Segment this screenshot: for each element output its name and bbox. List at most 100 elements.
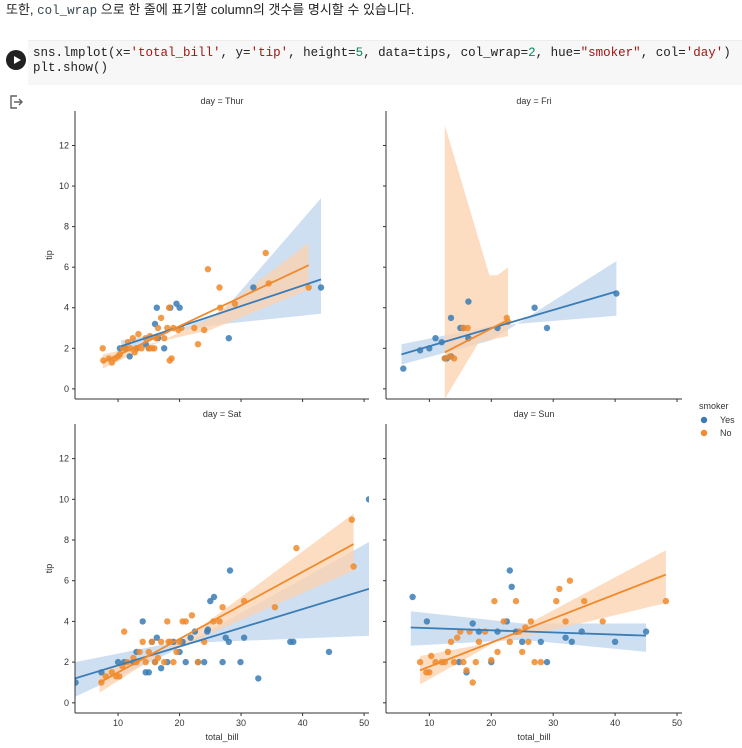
legend-title: smoker (699, 401, 729, 411)
data-point-no (188, 612, 196, 619)
data-point-no (454, 634, 461, 641)
data-point-yes (447, 314, 455, 322)
regression-line-yes (120, 278, 322, 348)
data-point-no (157, 638, 165, 645)
data-point-no (154, 324, 162, 332)
data-point-no (464, 324, 471, 332)
data-point-no (135, 330, 142, 338)
data-point-no (151, 345, 158, 352)
x-axis-label: total_bill (205, 732, 238, 742)
data-point-yes (543, 658, 551, 666)
facet-panel: day = Fri (383, 96, 682, 402)
data-point-no (662, 597, 670, 605)
play-circle-icon[interactable] (6, 50, 26, 70)
x-tick-label: 10 (113, 718, 123, 728)
data-point-no (116, 673, 123, 680)
data-point-yes (325, 648, 333, 656)
data-point-no (469, 679, 476, 686)
data-point-yes (469, 620, 476, 627)
data-point-yes (537, 638, 544, 645)
data-point-no (219, 604, 226, 611)
output-redirect-icon[interactable] (9, 95, 23, 109)
code-line-2: plt.show() (33, 61, 109, 75)
regression-line-no (444, 319, 509, 354)
data-point-yes (519, 638, 526, 645)
data-point-no (154, 654, 162, 662)
y-tick-label: 8 (64, 535, 69, 545)
intro-text-part1: 또한, (6, 2, 38, 17)
data-point-no (581, 597, 588, 605)
data-point-yes (642, 628, 650, 635)
data-point-no (293, 544, 300, 552)
data-point-yes (568, 638, 575, 645)
y-tick-label: 2 (64, 657, 69, 667)
x-tick-label: 50 (359, 718, 369, 728)
data-point-no (428, 652, 435, 660)
x-tick-label: 40 (298, 718, 308, 728)
data-point-no (271, 604, 279, 611)
x-axis-label: total_bill (517, 732, 550, 742)
data-point-no (450, 355, 458, 362)
confidence-band-no (102, 242, 309, 369)
data-point-yes (409, 593, 416, 601)
data-point-yes (432, 335, 439, 342)
data-point-yes (240, 634, 248, 641)
facet-title: day = Thur (200, 96, 243, 106)
data-point-yes (219, 658, 226, 666)
data-point-yes (423, 618, 431, 625)
data-point-no (121, 628, 128, 635)
intro-text: 또한, col_wrap 으로 한 줄에 표기할 column의 갯수를 명시할… (6, 1, 414, 20)
y-tick-label: 8 (64, 222, 69, 232)
facet-title: day = Sat (203, 409, 242, 419)
plot-area (75, 496, 369, 697)
x-tick-label: 30 (236, 718, 246, 728)
data-point-no (460, 658, 467, 666)
data-point-no (305, 284, 312, 291)
y-tick-label: 2 (64, 343, 69, 353)
code-editor[interactable]: sns.lmplot(x='total_bill', y='tip', heig… (33, 46, 731, 75)
data-point-yes (508, 583, 515, 590)
data-point-no (463, 667, 470, 674)
y-tick-label: 10 (59, 181, 69, 191)
facet-panel: day = Thur 0 2 4 6 8 10 12 tip (44, 96, 369, 402)
data-point-no (148, 638, 156, 645)
data-point-no (537, 658, 544, 666)
y-tick-label: 6 (64, 262, 69, 272)
data-point-yes (210, 593, 218, 601)
data-point-no (161, 658, 168, 666)
data-point-no (194, 658, 202, 666)
regression-line-yes (410, 626, 647, 637)
data-point-no (231, 300, 239, 307)
legend-marker-yes (700, 416, 708, 424)
data-point-yes (506, 567, 513, 574)
legend-marker-no (700, 429, 708, 437)
data-point-no (531, 658, 538, 666)
x-tick-label: 40 (610, 718, 620, 728)
plot-area (409, 550, 670, 686)
code-cell[interactable]: sns.lmplot(x='total_bill', y='tip', heig… (0, 40, 742, 86)
y-tick-label: 0 (64, 384, 69, 394)
confidence-band-yes (401, 261, 617, 365)
data-point-yes (145, 669, 152, 676)
data-point-no (138, 345, 145, 352)
data-point-yes (153, 304, 160, 311)
data-point-yes (226, 567, 234, 574)
data-point-no (99, 345, 106, 352)
data-point-no (216, 284, 223, 291)
regression-line-no (99, 543, 355, 684)
data-point-no (191, 324, 198, 332)
data-point-no (525, 638, 532, 645)
data-point-no (416, 658, 424, 666)
data-point-no (350, 563, 357, 570)
data-point-no (164, 618, 171, 625)
data-point-yes (494, 628, 501, 635)
y-tick-label: 12 (59, 140, 69, 150)
data-point-yes (201, 658, 208, 666)
regression-line-yes (401, 290, 617, 356)
legend-label-no: No (720, 428, 732, 438)
legend-label-yes: Yes (720, 415, 735, 425)
data-point-no (556, 585, 563, 593)
regression-line-no (419, 573, 667, 672)
data-point-yes (187, 634, 194, 641)
